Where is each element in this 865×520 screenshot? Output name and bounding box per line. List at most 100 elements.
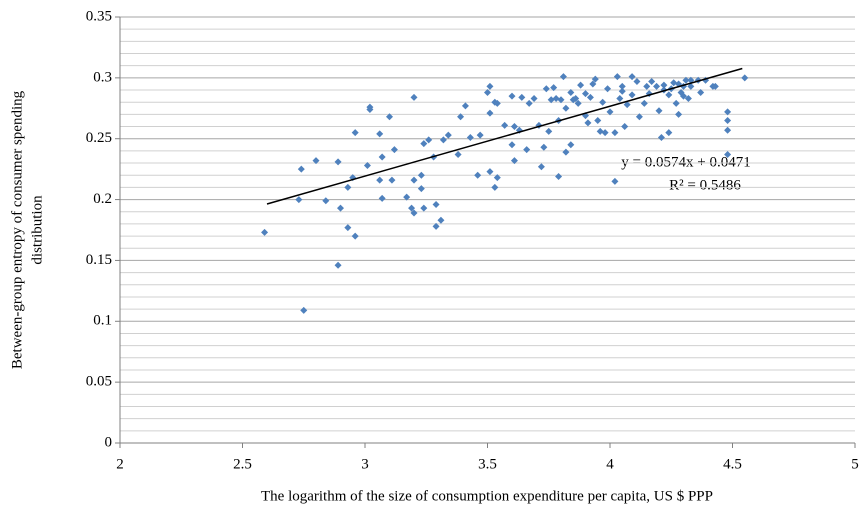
scatter-point: [493, 174, 501, 182]
scatter-point: [334, 261, 342, 269]
scatter-point: [432, 222, 440, 230]
scatter-point: [724, 108, 732, 116]
x-tick-label: 2: [116, 456, 124, 472]
scatter-point: [376, 176, 384, 184]
scatter-point: [417, 185, 425, 193]
scatter-point: [417, 171, 425, 179]
scatter-point: [420, 204, 428, 212]
scatter-point: [461, 102, 469, 110]
scatter-point: [432, 200, 440, 208]
y-tick-label: 0.2: [93, 191, 112, 207]
scatter-point: [486, 109, 494, 117]
scatter-point: [606, 108, 614, 116]
scatter-point: [675, 110, 683, 118]
scatter-point: [613, 73, 621, 81]
scatter-point: [474, 171, 482, 179]
scatter-point: [344, 183, 352, 191]
scatter-point: [635, 113, 643, 121]
scatter-point: [457, 113, 465, 121]
x-axis-label: The logarithm of the size of consumption…: [261, 488, 713, 504]
y-axis-label: Between-group entropy of consumer spendi…: [9, 90, 25, 369]
scatter-point: [337, 204, 344, 212]
y-tick-label: 0.1: [93, 313, 112, 329]
scatter-point: [724, 126, 732, 134]
scatter-point: [724, 151, 732, 159]
scatter-point: [616, 95, 624, 103]
scatter-point: [547, 96, 555, 104]
scatter-point: [711, 82, 719, 90]
x-tick-label: 3.5: [478, 456, 497, 472]
scatter-point: [596, 127, 604, 135]
y-tick-label: 0.05: [86, 374, 112, 390]
scatter-point: [376, 130, 384, 138]
scatter-point: [623, 101, 631, 109]
scatter-point: [322, 197, 330, 205]
scatter-point: [643, 82, 651, 90]
scatter-point: [682, 76, 690, 84]
scatter-point: [378, 153, 386, 161]
scatter-point: [366, 103, 374, 111]
x-tick-label: 4: [606, 456, 614, 472]
scatter-point: [621, 123, 629, 131]
scatter-point: [577, 81, 585, 89]
scatter-point: [334, 158, 342, 166]
scatter-point: [501, 121, 509, 129]
x-tick-label: 2.5: [233, 456, 252, 472]
scatter-point: [550, 84, 558, 92]
scatter-point: [584, 119, 592, 127]
scatter-point: [697, 88, 705, 96]
scatter-point: [680, 92, 687, 100]
x-tick-label: 3: [361, 456, 369, 472]
scatter-point: [574, 99, 582, 107]
scatter-point: [508, 92, 516, 100]
scatter-point: [672, 99, 680, 107]
scatter-point: [657, 133, 665, 141]
scatter-point: [295, 196, 303, 204]
scatter-point: [559, 73, 567, 81]
scatter-point: [591, 75, 599, 83]
y-tick-label: 0.15: [86, 252, 112, 268]
scatter-point: [611, 129, 619, 137]
scatter-point: [628, 73, 636, 81]
scatter-point: [545, 127, 553, 135]
scatter-point: [542, 85, 550, 93]
scatter-point: [525, 99, 533, 107]
scatter-point: [420, 140, 428, 148]
scatter-point: [660, 81, 668, 89]
scatter-point: [540, 143, 548, 151]
scatter-point: [491, 183, 499, 191]
scatter-point: [665, 91, 673, 99]
scatter-point: [437, 216, 445, 224]
scatter-point: [567, 141, 575, 149]
scatter-point: [594, 116, 602, 124]
scatter-point: [640, 99, 648, 107]
scatter-point: [562, 104, 570, 112]
scatter-point: [741, 74, 749, 82]
y-tick-label: 0.35: [86, 8, 112, 24]
scatter-point: [537, 163, 545, 171]
scatter-point: [604, 85, 612, 93]
scatter-point: [261, 228, 269, 236]
scatter-point: [403, 193, 411, 201]
scatter-point: [653, 82, 661, 90]
scatter-point: [618, 82, 626, 90]
x-tick-label: 5: [851, 456, 859, 472]
scatter-point: [408, 204, 416, 212]
scatter-point: [687, 82, 695, 90]
scatter-point: [518, 93, 526, 101]
scatter-point: [508, 141, 516, 149]
scatter-point: [493, 99, 501, 107]
scatter-point: [344, 224, 352, 232]
scatter-point: [300, 306, 308, 314]
scatter-point: [555, 172, 563, 180]
scatter-point: [351, 129, 359, 137]
y-tick-label: 0: [105, 434, 113, 450]
scatter-point: [633, 78, 641, 86]
scatter-point: [410, 93, 418, 101]
trend-equation: y = 0.0574x + 0.0471: [621, 154, 750, 170]
scatter-point: [388, 176, 396, 184]
trendline: [266, 67, 743, 205]
scatter-point: [510, 123, 518, 131]
scatter-point: [410, 176, 418, 184]
scatter-point: [439, 136, 447, 144]
